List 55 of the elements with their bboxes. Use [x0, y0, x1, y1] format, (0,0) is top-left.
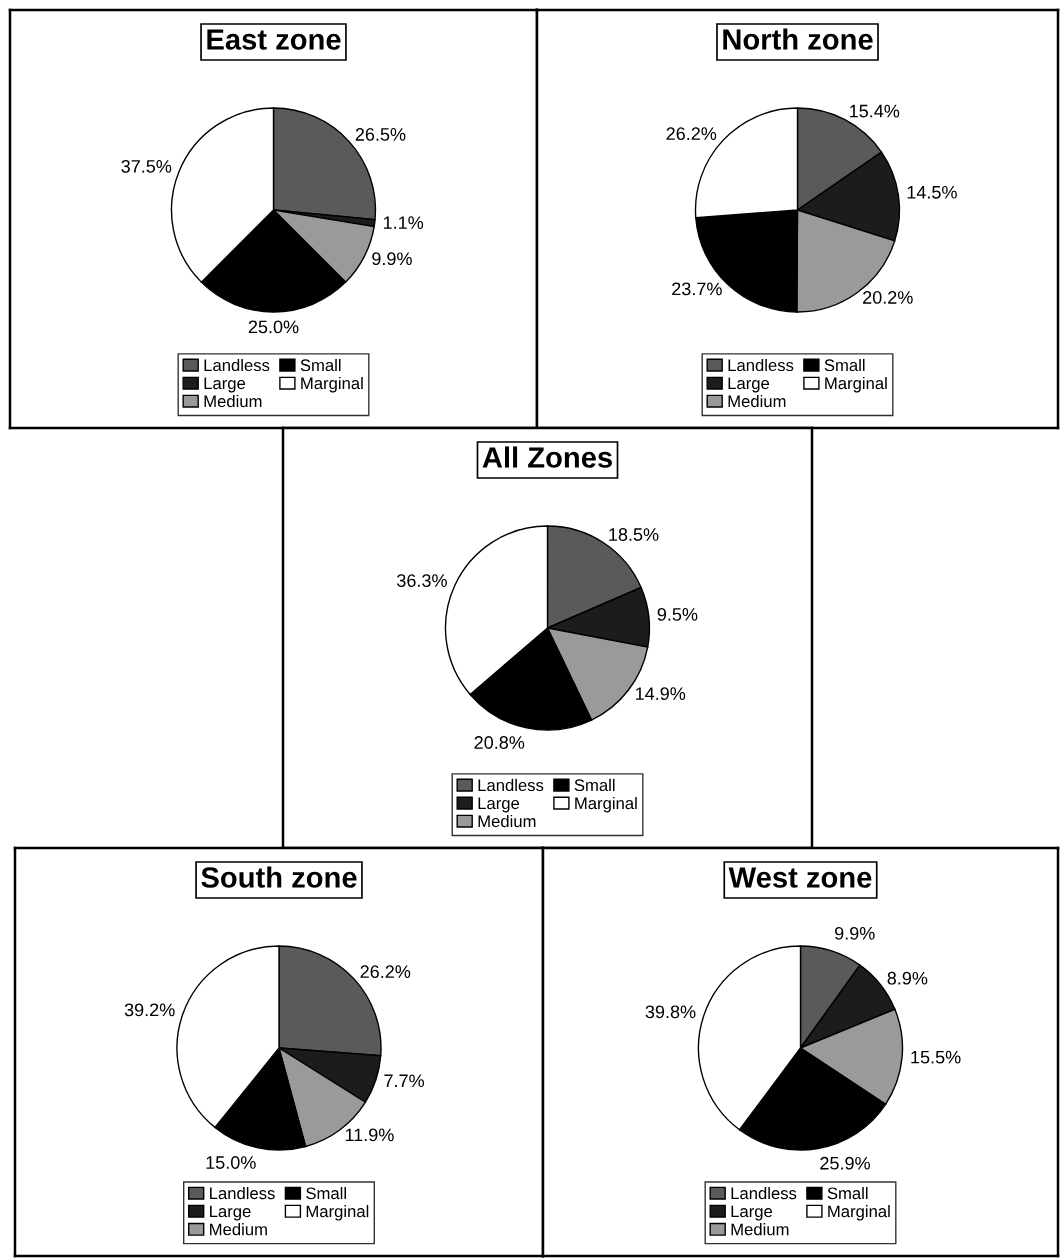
legend-label: Medium: [210, 1223, 267, 1236]
legend-label: Landless: [728, 358, 794, 372]
chart-title: All Zones: [482, 446, 612, 468]
legend-label: Small: [306, 1186, 346, 1200]
data-label: 25.0%: [248, 320, 299, 334]
data-label: 25.9%: [820, 1156, 870, 1170]
legend-label: Small: [300, 358, 341, 372]
legend-label: Large: [204, 377, 246, 393]
legend-label: Landless: [210, 1186, 275, 1200]
legend-label: Large: [728, 377, 770, 393]
legend-label: Marginal: [575, 796, 637, 813]
chart-title: South zone: [201, 866, 357, 888]
legend-label: Large: [210, 1205, 251, 1221]
data-label: 1.1%: [383, 216, 424, 229]
legend-label: Small: [574, 778, 615, 792]
chart-title: West zone: [728, 867, 872, 888]
data-label: 26.5%: [355, 128, 406, 141]
data-label: 18.5%: [609, 528, 659, 541]
legend-label: Marginal: [306, 1205, 369, 1221]
data-label: 39.8%: [645, 1005, 696, 1019]
data-label: 39.2%: [124, 1003, 175, 1017]
legend-label: Landless: [731, 1186, 797, 1200]
legend-label: Medium: [478, 814, 536, 828]
data-label: 9.9%: [372, 252, 412, 266]
legend-label: Small: [824, 358, 865, 372]
data-label: 7.7%: [384, 1074, 425, 1088]
legend-label: Landless: [478, 778, 544, 792]
chart-title: North zone: [723, 28, 873, 50]
data-label: 26.2%: [666, 127, 717, 141]
data-label: 20.2%: [863, 291, 913, 304]
data-label: 11.9%: [345, 1128, 394, 1142]
data-label: 23.7%: [672, 282, 722, 296]
data-label: 9.9%: [835, 926, 875, 940]
legend-label: Marginal: [301, 376, 363, 393]
legend-label: Medium: [204, 394, 262, 408]
legend-label: Small: [827, 1186, 868, 1200]
data-label: 14.9%: [636, 687, 686, 700]
legend-label: Large: [478, 797, 520, 813]
data-label: 20.8%: [474, 736, 525, 749]
legend-label: Marginal: [825, 376, 887, 393]
data-label: 15.0%: [206, 1156, 256, 1169]
chart-title: East zone: [207, 29, 341, 50]
data-label: 15.5%: [911, 1050, 961, 1064]
data-label: 14.5%: [907, 185, 957, 199]
data-label: 8.9%: [887, 971, 928, 985]
data-label: 9.5%: [657, 607, 698, 621]
legend-label: Landless: [204, 358, 270, 372]
data-label: 37.5%: [121, 159, 172, 173]
data-label: 15.4%: [850, 104, 900, 118]
data-label: 26.2%: [360, 965, 411, 979]
legend-label: Medium: [731, 1223, 789, 1236]
legend-label: Large: [731, 1205, 773, 1221]
legend-label: Medium: [728, 394, 786, 408]
data-label: 36.3%: [397, 574, 447, 587]
legend-label: Marginal: [828, 1205, 890, 1221]
